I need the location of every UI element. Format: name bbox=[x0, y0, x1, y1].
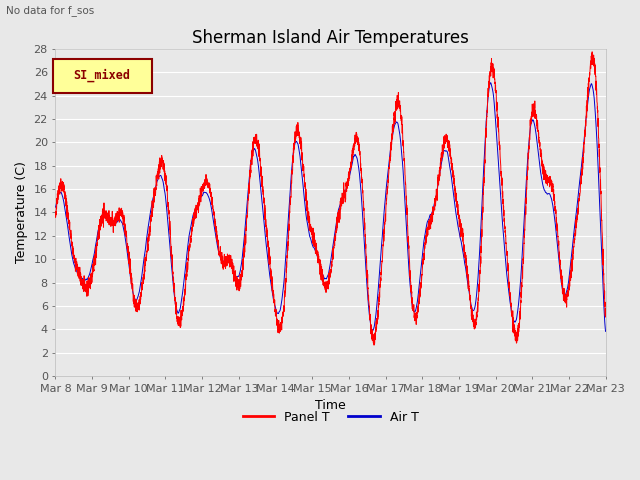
Y-axis label: Temperature (C): Temperature (C) bbox=[15, 161, 28, 264]
Text: SI_mixed: SI_mixed bbox=[74, 69, 131, 83]
FancyBboxPatch shape bbox=[52, 59, 152, 93]
Title: Sherman Island Air Temperatures: Sherman Island Air Temperatures bbox=[192, 29, 469, 48]
Text: No data for f_sos: No data for f_sos bbox=[6, 5, 95, 16]
Legend: Panel T, Air T: Panel T, Air T bbox=[237, 406, 424, 429]
X-axis label: Time: Time bbox=[315, 399, 346, 412]
